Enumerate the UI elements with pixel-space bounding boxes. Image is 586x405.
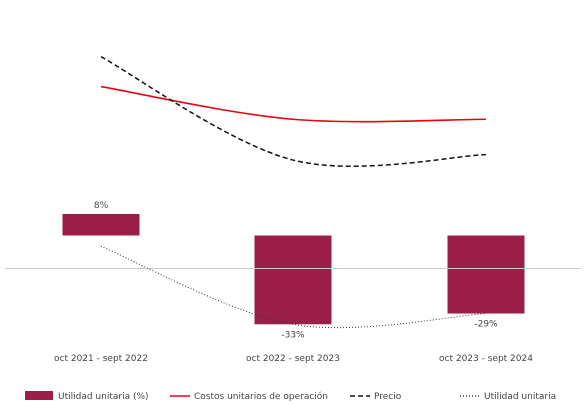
x-tick-labels: oct 2021 - sept 2022 oct 2022 - sept 2023… xyxy=(54,354,533,364)
lines xyxy=(100,56,487,329)
bar-data-label-3: -29% xyxy=(474,320,498,330)
series-line-2 xyxy=(100,56,487,167)
series-line-3 xyxy=(100,245,487,329)
bars xyxy=(62,213,525,325)
x-tick-label-2: oct 2022 - sept 2023 xyxy=(246,354,340,364)
bar-2 xyxy=(254,235,332,325)
legend-label-4: Utilidad unitaria xyxy=(484,392,556,402)
legend-label-1: Utilidad unitaria (%) xyxy=(58,392,149,402)
bar-data-label-1: 8% xyxy=(94,201,109,211)
x-tick-label-1: oct 2021 - sept 2022 xyxy=(54,354,148,364)
legend-label-2: Costos unitarios de operación xyxy=(194,391,328,402)
legend: Utilidad unitaria (%) Costos unitarios de… xyxy=(25,391,556,402)
data-labels: 8% -33% -29% xyxy=(94,201,498,340)
bar-3 xyxy=(447,235,525,314)
legend-swatch-1 xyxy=(25,391,53,400)
bar-data-label-2: -33% xyxy=(281,330,305,340)
series-line-1 xyxy=(100,85,487,123)
bar-1 xyxy=(62,213,140,236)
legend-label-3: Precio xyxy=(374,392,402,402)
x-tick-label-3: oct 2023 - sept 2024 xyxy=(439,354,533,364)
